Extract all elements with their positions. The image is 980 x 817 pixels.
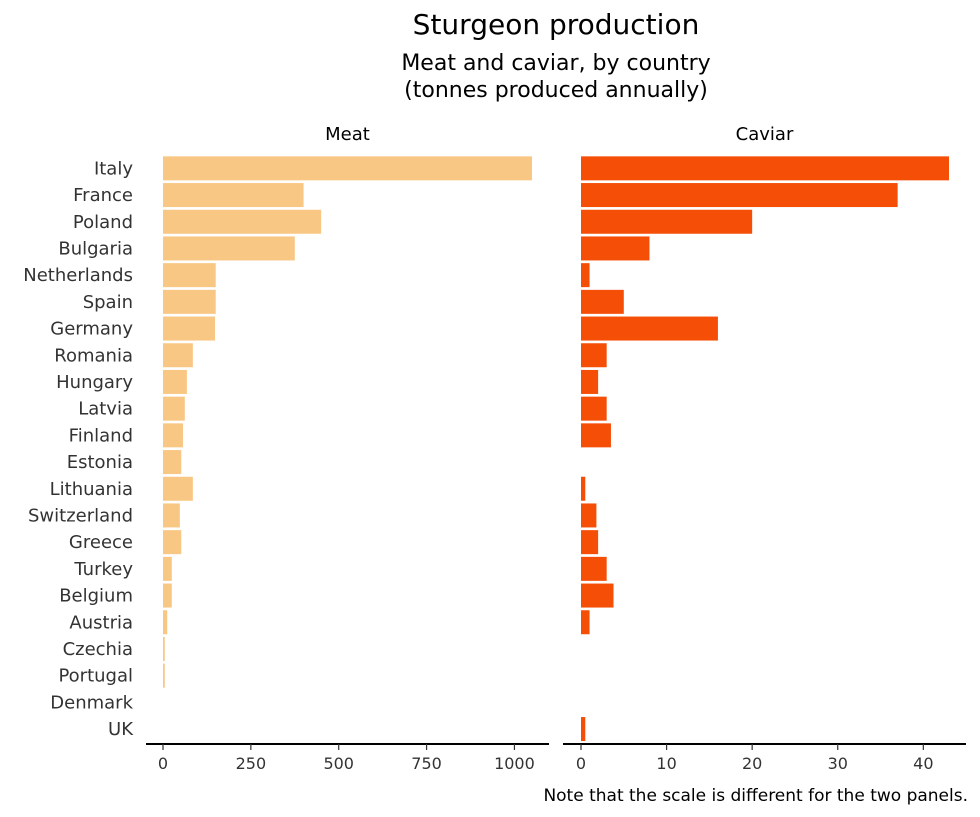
category-label-poland: Poland <box>73 212 133 233</box>
x-tick-label-caviar-40: 40 <box>913 754 933 773</box>
x-tick-label-meat-0: 0 <box>158 754 168 773</box>
bar-caviar-uk <box>581 717 586 742</box>
category-label-romania: Romania <box>54 345 133 366</box>
bar-meat-germany <box>163 316 216 341</box>
category-label-denmark: Denmark <box>50 692 133 713</box>
bar-caviar-finland <box>581 423 611 448</box>
bar-meat-switzerland <box>163 503 180 528</box>
x-tick-label-caviar-20: 20 <box>742 754 762 773</box>
category-label-uk: UK <box>108 719 134 740</box>
category-label-hungary: Hungary <box>56 372 133 393</box>
bar-meat-finland <box>163 423 184 448</box>
plot-area: Italy France Poland Bulgaria Netherlands Spai… <box>23 124 966 773</box>
chart-title: Sturgeon production <box>413 8 700 41</box>
bar-caviar-belgium <box>581 583 614 608</box>
bar-meat-greece <box>163 530 182 555</box>
bar-caviar-germany <box>581 316 718 341</box>
bar-meat-austria <box>163 610 168 635</box>
bar-meat-spain <box>163 289 216 314</box>
x-tick-label-caviar-0: 0 <box>576 754 586 773</box>
x-tick-label-meat-750: 750 <box>411 754 442 773</box>
bar-caviar-france <box>581 183 898 208</box>
panel-label-meat: Meat <box>325 124 370 145</box>
category-label-bulgaria: Bulgaria <box>58 238 133 259</box>
bar-caviar-turkey <box>581 556 607 581</box>
chart-caption: Note that the scale is different for the… <box>543 786 968 806</box>
bar-caviar-bulgaria <box>581 236 650 261</box>
bar-meat-latvia <box>163 396 185 421</box>
bar-meat-italy <box>163 156 532 181</box>
bar-caviar-switzerland <box>581 503 597 528</box>
bar-caviar-lithuania <box>581 476 586 501</box>
bar-meat-hungary <box>163 369 187 394</box>
bar-meat-poland <box>163 209 322 234</box>
category-label-spain: Spain <box>83 292 133 313</box>
x-tick-label-caviar-10: 10 <box>656 754 676 773</box>
category-label-czechia: Czechia <box>63 639 133 660</box>
bar-caviar-romania <box>581 343 607 368</box>
bar-caviar-austria <box>581 610 590 635</box>
bar-meat-romania <box>163 343 193 368</box>
x-tick-label-meat-250: 250 <box>236 754 267 773</box>
category-label-italy: Italy <box>94 158 133 179</box>
bar-caviar-italy <box>581 156 949 181</box>
category-label-finland: Finland <box>69 425 133 446</box>
category-label-netherlands: Netherlands <box>23 265 133 286</box>
x-tick-label-meat-1000: 1000 <box>494 754 535 773</box>
bar-meat-czechia <box>163 636 165 661</box>
category-label-greece: Greece <box>69 532 133 553</box>
x-tick-label-caviar-30: 30 <box>828 754 848 773</box>
category-label-france: France <box>73 185 133 206</box>
category-label-germany: Germany <box>50 319 133 340</box>
bar-caviar-greece <box>581 530 599 555</box>
category-label-switzerland: Switzerland <box>28 505 133 526</box>
bar-meat-turkey <box>163 556 172 581</box>
category-label-austria: Austria <box>69 612 133 633</box>
category-label-turkey: Turkey <box>73 559 133 580</box>
bar-meat-portugal <box>163 663 165 688</box>
category-label-belgium: Belgium <box>59 586 133 607</box>
category-label-lithuania: Lithuania <box>50 479 133 500</box>
bar-caviar-spain <box>581 289 624 314</box>
category-label-estonia: Estonia <box>67 452 133 473</box>
bar-meat-netherlands <box>163 263 216 288</box>
bar-caviar-latvia <box>581 396 607 421</box>
bar-meat-estonia <box>163 450 182 475</box>
bar-meat-belgium <box>163 583 172 608</box>
category-label-portugal: Portugal <box>58 666 133 687</box>
category-label-latvia: Latvia <box>78 399 133 420</box>
bar-meat-lithuania <box>163 476 193 501</box>
x-tick-label-meat-500: 500 <box>323 754 354 773</box>
bar-meat-france <box>163 183 304 208</box>
bar-caviar-hungary <box>581 369 599 394</box>
panel-label-caviar: Caviar <box>736 124 794 145</box>
chart-subtitle-line-2: (tonnes produced annually) <box>404 78 708 103</box>
bar-caviar-poland <box>581 209 753 234</box>
chart-subtitle-line-1: Meat and caviar, by country <box>401 51 710 76</box>
bar-meat-bulgaria <box>163 236 295 261</box>
bar-caviar-netherlands <box>581 263 590 288</box>
